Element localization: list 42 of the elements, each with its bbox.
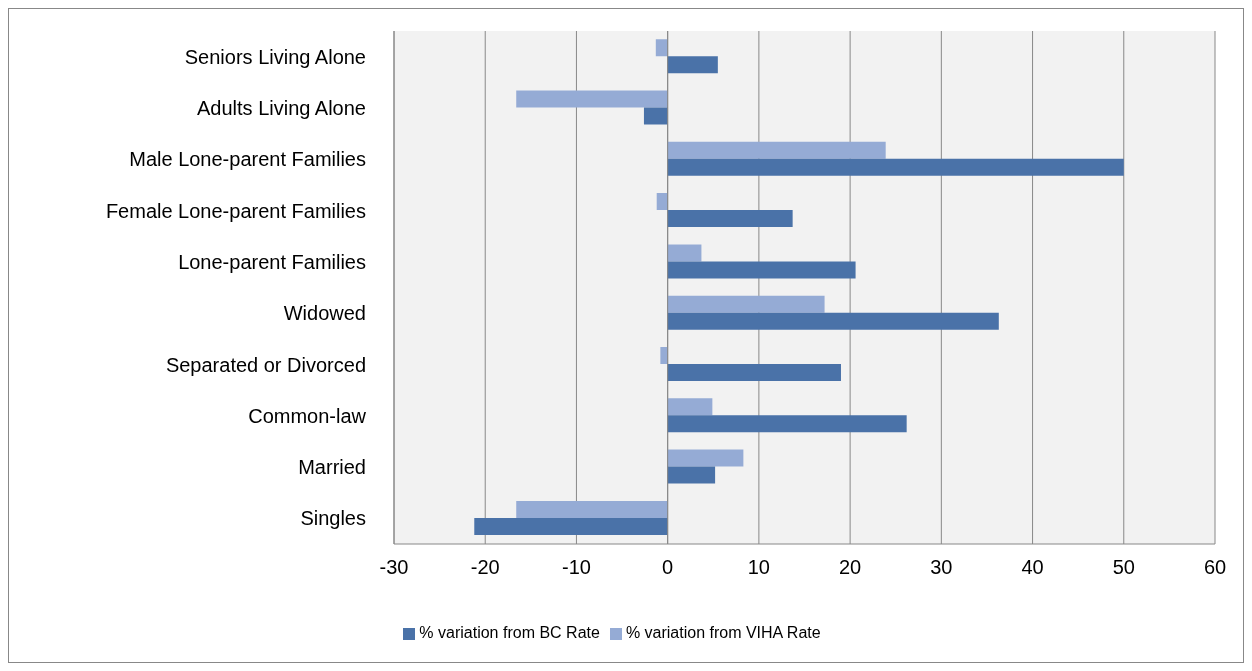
y-tick-label: Male Lone-parent Families [129,148,366,171]
bar [667,398,713,416]
bar [660,347,668,365]
x-tick-label: 10 [747,556,771,579]
x-tick-label: 40 [1021,556,1044,579]
legend-label: % variation from VIHA Rate [625,624,821,641]
bar [667,158,1124,176]
bar [667,449,744,467]
bar [656,193,668,211]
bar [474,517,668,535]
x-tick-label: 0 [662,556,674,579]
y-tick-label: Separated or Divorced [165,353,366,376]
bar [667,141,886,159]
bar [643,107,668,125]
y-tick-label: Seniors Living Alone [184,45,366,68]
x-tick-label: 50 [1112,556,1135,579]
y-tick-label: Widowed [283,302,366,325]
bar [667,466,716,484]
bar [667,295,825,313]
bar [667,210,793,228]
bar [667,415,907,433]
bar [667,244,702,262]
bar [667,364,841,382]
bar [516,90,668,108]
y-tick-label: Married [298,456,366,479]
y-tick-label: Singles [300,507,366,530]
y-tick-label: Common-law [248,404,367,427]
bar [516,500,668,518]
bar [667,261,856,279]
bar [667,312,999,330]
legend-label: % variation from BC Rate [419,624,600,641]
bar [655,39,668,57]
bar [667,56,718,74]
x-tick-label: -10 [561,556,591,579]
x-tick-label: 20 [838,556,862,579]
x-tick-label: 30 [930,556,953,579]
x-tick-label: -30 [379,556,409,579]
x-tick-label: -20 [470,556,500,579]
y-tick-label: Lone-parent Families [178,250,366,273]
x-tick-label: 60 [1203,556,1227,579]
y-tick-label: Adults Living Alone [196,97,366,120]
y-tick-label: Female Lone-parent Families [105,199,366,222]
